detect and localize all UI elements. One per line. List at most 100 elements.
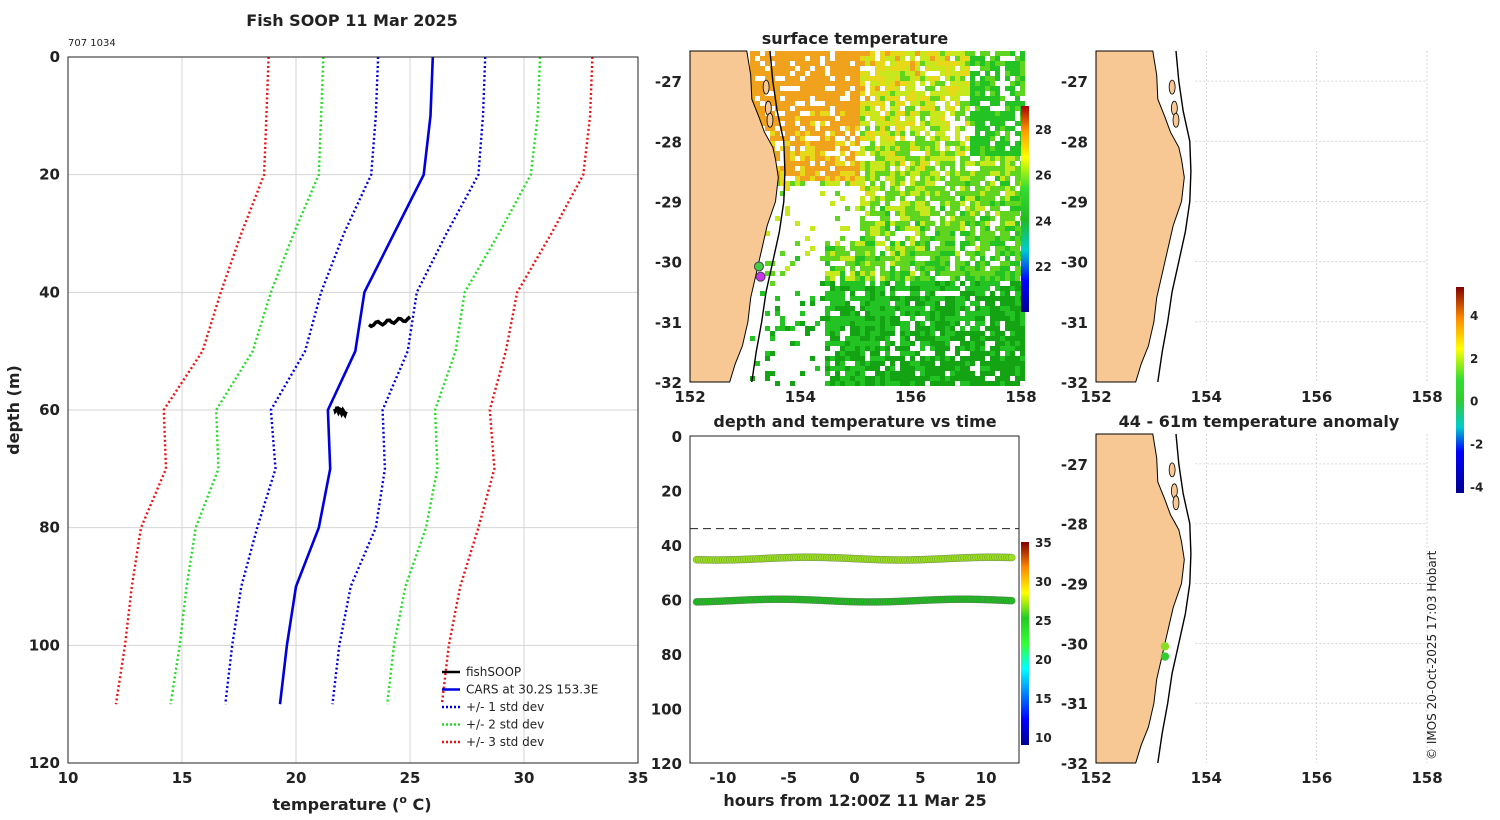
sst-pixel [795,71,800,76]
sst-pixel [840,196,845,201]
sst-pixel [790,126,795,131]
sst-pixel [980,196,985,201]
sst-pixel [785,166,790,171]
sst-pixel [905,106,910,111]
sst-pixel [955,101,960,106]
sst-pixel [820,96,825,101]
sst-pixel [825,281,830,286]
sst-pixel [885,81,890,86]
sst-pixel [850,81,855,86]
land-mass [689,50,779,383]
sst-pixel [805,106,810,111]
sst-pixel [880,216,885,221]
sst-pixel [755,61,760,66]
sst-pixel [880,181,885,186]
sst-pixel [770,351,775,356]
sst-pixel [815,176,820,181]
sst-pixel [880,346,885,351]
sst-pixel [785,206,790,211]
sst-pixel [800,106,805,111]
sst-pixel [825,171,830,176]
sst-pixel [890,366,895,371]
profile-series-cars-minus-2sd [169,56,325,705]
sst-pixel [975,121,980,126]
sst-pixel [785,56,790,61]
sst-pixel [980,381,985,386]
sst-pixel [965,296,970,301]
sst-pixel [1010,246,1015,251]
sst-pixel [835,331,840,336]
isobath-contour [1157,50,1192,383]
sst-pixel [895,111,900,116]
sst-pixel [1015,366,1020,371]
sst-pixel [785,101,790,106]
sst-pixel [980,156,985,161]
sst-pixel [915,321,920,326]
sst-pixel [900,356,905,361]
sst-pixel [905,201,910,206]
sst-pixel [840,91,845,96]
sst-pixel [825,331,830,336]
sst-pixel [825,361,830,366]
sst-pixel [780,251,785,256]
sst-pixel [960,101,965,106]
sst-pixel [1000,276,1005,281]
sst-pixel [810,116,815,121]
sst-pixel [830,96,835,101]
sst-pixel [860,326,865,331]
sst-pixel [1005,76,1010,81]
sst-pixel [830,366,835,371]
map-ytick-label: -29 [1061,576,1088,594]
sst-pixel [985,86,990,91]
sst-pixel [855,381,860,386]
sst-pixel [870,301,875,306]
sst-pixel [880,361,885,366]
sst-pixel [970,356,975,361]
sst-pixel [780,126,785,131]
sst-pixel [930,296,935,301]
sst-pixel [875,296,880,301]
sst-pixel [865,346,870,351]
sst-pixel [875,81,880,86]
map-xtick-label: 156 [1301,769,1332,787]
sst-pixel [780,321,785,326]
sst-pixel [895,121,900,126]
sst-pixel [875,156,880,161]
sst-pixel [830,296,835,301]
sst-pixel [775,71,780,76]
sst-pixel [780,51,785,56]
sst-pixel [770,101,775,106]
sst-pixel [955,316,960,321]
sst-pixel [900,351,905,356]
timeseries-xlabel: hours from 12:00Z 11 Mar 25 [723,791,986,810]
sst-pixel [945,251,950,256]
sst-pixel [895,251,900,256]
sst-pixel [775,101,780,106]
sst-pixel [920,191,925,196]
sst-pixel [885,356,890,361]
sst-pixel [1020,346,1025,351]
sst-pixel [875,256,880,261]
sst-pixel [935,111,940,116]
sst-pixel [850,116,855,121]
sst-pixel [860,146,865,151]
sst-pixel [960,196,965,201]
sst-pixel [930,211,935,216]
sst-pixel [995,321,1000,326]
sst-pixel [860,236,865,241]
sst-pixel [780,166,785,171]
sst-pixel [915,311,920,316]
sst-pixel [945,301,950,306]
sst-pixel [1005,326,1010,331]
sst-pixel [900,251,905,256]
sst-pixel [1015,181,1020,186]
sst-pixel [920,261,925,266]
sst-pixel [850,51,855,56]
sst-pixel [995,171,1000,176]
sst-pixel [915,381,920,386]
sst-pixel [865,266,870,271]
sst-pixel [835,291,840,296]
sst-pixel [1005,156,1010,161]
sst-pixel [930,156,935,161]
sst-pixel [960,336,965,341]
